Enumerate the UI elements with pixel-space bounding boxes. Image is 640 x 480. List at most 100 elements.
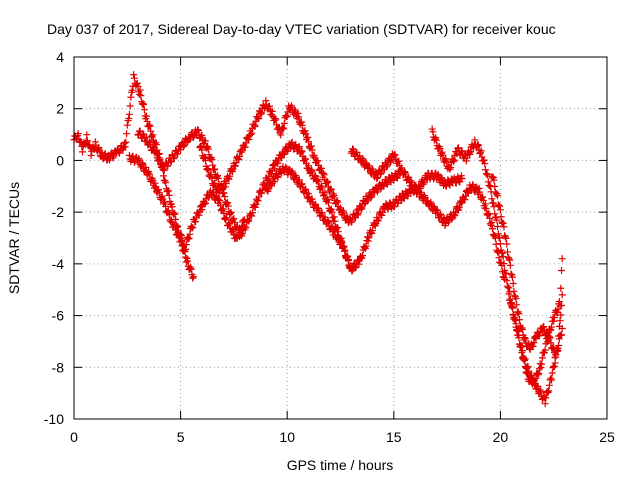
data-point — [535, 370, 543, 378]
data-point — [165, 191, 173, 199]
data-point — [400, 168, 408, 176]
data-point — [508, 299, 516, 307]
data-point — [204, 166, 212, 174]
data-point — [446, 165, 454, 173]
data-point — [181, 248, 189, 256]
data-point — [330, 192, 338, 200]
data-point — [140, 100, 148, 108]
data-point — [462, 157, 470, 165]
data-point — [282, 163, 290, 171]
y-tick-label: -10 — [44, 411, 64, 427]
data-point — [493, 216, 501, 224]
data-point — [311, 172, 319, 180]
data-point — [79, 148, 87, 156]
data-point — [364, 237, 372, 245]
data-point — [87, 152, 95, 160]
data-point — [222, 179, 230, 187]
data-point — [410, 181, 418, 189]
data-point — [556, 317, 564, 325]
x-tick-labels: 0 5 10 15 20 25 — [70, 429, 615, 445]
data-point — [145, 170, 153, 178]
data-point — [553, 347, 561, 355]
plot-frame — [73, 56, 608, 420]
data-point — [500, 260, 508, 268]
data-point — [551, 354, 559, 362]
data-point — [167, 218, 175, 226]
data-point — [486, 220, 494, 228]
data-point — [270, 178, 278, 186]
data-point — [295, 176, 303, 184]
data-point — [142, 163, 150, 171]
data-point — [481, 200, 489, 208]
data-point — [187, 265, 195, 273]
data-point — [182, 258, 190, 266]
data-point — [91, 138, 99, 146]
data-point — [517, 343, 525, 351]
data-point — [138, 159, 146, 167]
data-point — [324, 217, 332, 225]
data-point — [145, 138, 153, 146]
data-point — [465, 149, 473, 157]
data-point — [494, 230, 502, 238]
data-point — [496, 202, 504, 210]
data-point — [505, 290, 513, 298]
data-point — [323, 177, 331, 185]
data-point — [431, 135, 439, 143]
data-point — [436, 145, 444, 153]
data-point — [274, 173, 282, 181]
y-tick-label: -4 — [52, 256, 65, 272]
data-point — [186, 230, 194, 238]
data-point — [486, 182, 494, 190]
data-point — [505, 284, 513, 292]
data-point — [245, 136, 253, 144]
data-point — [122, 138, 130, 146]
data-point — [203, 165, 211, 173]
series-satellite-track-g — [428, 125, 566, 408]
data-point — [457, 199, 465, 207]
data-point — [489, 225, 497, 233]
data-point — [359, 252, 367, 260]
data-point — [251, 122, 259, 130]
data-point — [140, 106, 148, 114]
data-point — [511, 313, 519, 321]
data-point — [319, 170, 327, 178]
data-point — [312, 200, 320, 208]
data-point — [420, 192, 428, 200]
data-point — [348, 218, 356, 226]
data-point — [147, 127, 155, 135]
data-point — [550, 313, 558, 321]
data-point — [437, 174, 445, 182]
data-point — [293, 115, 301, 123]
data-point — [204, 145, 212, 153]
data-point — [373, 175, 381, 183]
data-point — [162, 202, 170, 210]
data-point — [386, 158, 394, 166]
data-point — [295, 143, 303, 151]
data-point — [505, 255, 513, 263]
data-point — [268, 107, 276, 115]
data-point — [515, 310, 523, 318]
data-point — [458, 147, 466, 155]
data-point — [558, 266, 566, 274]
series-satellite-track-d — [196, 97, 404, 227]
data-point — [302, 130, 310, 138]
data-point — [224, 202, 232, 210]
data-point — [514, 328, 522, 336]
data-point — [523, 369, 531, 377]
x-tick-label: 10 — [279, 429, 295, 445]
data-point — [455, 204, 463, 212]
data-point — [194, 126, 202, 134]
data-point — [344, 252, 352, 260]
data-point — [557, 311, 565, 319]
y-tick-labels: -10 -8 -6 -4 -2 0 2 4 — [44, 49, 64, 427]
data-point — [553, 309, 561, 317]
data-point — [484, 171, 492, 179]
data-point — [221, 183, 229, 191]
data-point — [341, 246, 349, 254]
data-point — [521, 357, 529, 365]
data-point — [189, 273, 197, 281]
data-point — [192, 218, 200, 226]
data-point — [496, 234, 504, 242]
data-point — [294, 109, 302, 117]
